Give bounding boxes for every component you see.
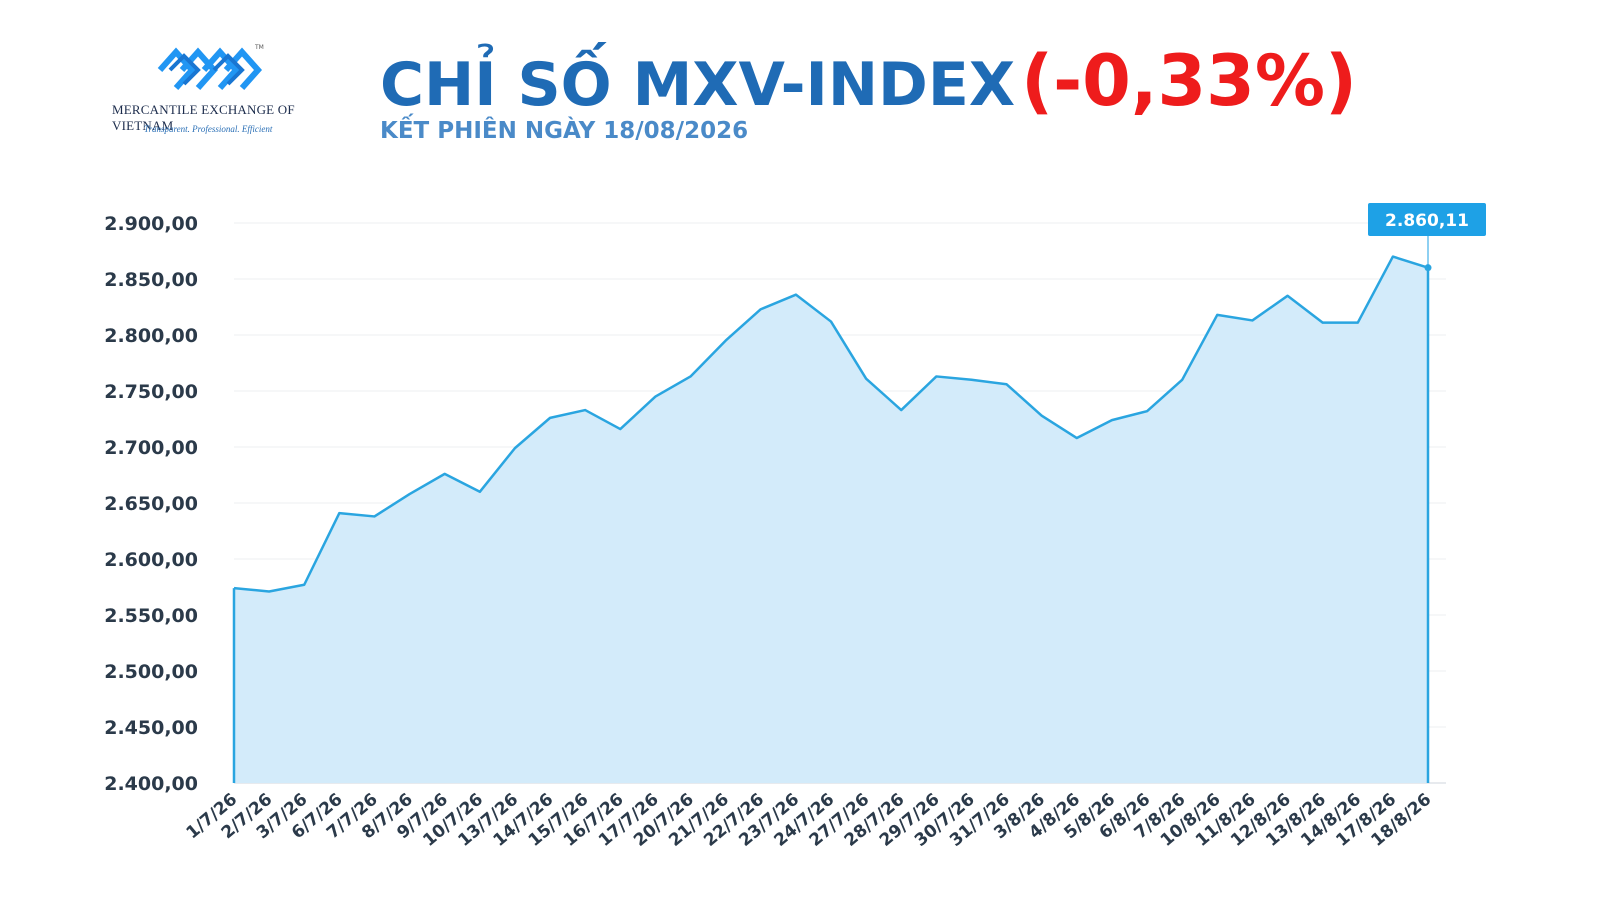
series-area-fill (234, 256, 1428, 784)
page-subtitle: KẾT PHIÊN NGÀY 18/08/2026 (380, 118, 749, 144)
y-tick-label: 2.650,00 (104, 493, 198, 515)
y-tick-label: 2.500,00 (104, 661, 198, 683)
y-tick-label: 2.900,00 (104, 213, 198, 235)
logo-trademark: TM (255, 44, 264, 51)
y-tick-label: 2.850,00 (104, 269, 198, 291)
last-value-label: 2.860,11 (1385, 211, 1469, 231)
logo-name: MERCANTILE EXCHANGE OF VIETNAM (112, 102, 295, 133)
header-title-row: CHỈ SỐ MXV-INDEX(-0,33%) (380, 40, 1357, 130)
y-tick-label: 2.750,00 (104, 381, 198, 403)
y-tick-label: 2.800,00 (104, 325, 198, 347)
y-tick-label: 2.550,00 (104, 605, 198, 627)
y-tick-label: 2.600,00 (104, 549, 198, 571)
y-tick-label: 2.450,00 (104, 717, 198, 739)
mxv-logo: TM MERCANTILE EXCHANGE OF VIETNAM Transp… (112, 40, 352, 140)
mxv-logo-icon (157, 47, 263, 90)
page-title: CHỈ SỐ MXV-INDEX (380, 50, 1016, 120)
last-value-callout (1368, 203, 1486, 236)
index-change: (-0,33%) (1021, 40, 1357, 122)
y-tick-label: 2.400,00 (104, 773, 198, 795)
logo-tagline: Transparent. Professional. Efficient (144, 124, 273, 134)
y-tick-label: 2.700,00 (104, 437, 198, 459)
